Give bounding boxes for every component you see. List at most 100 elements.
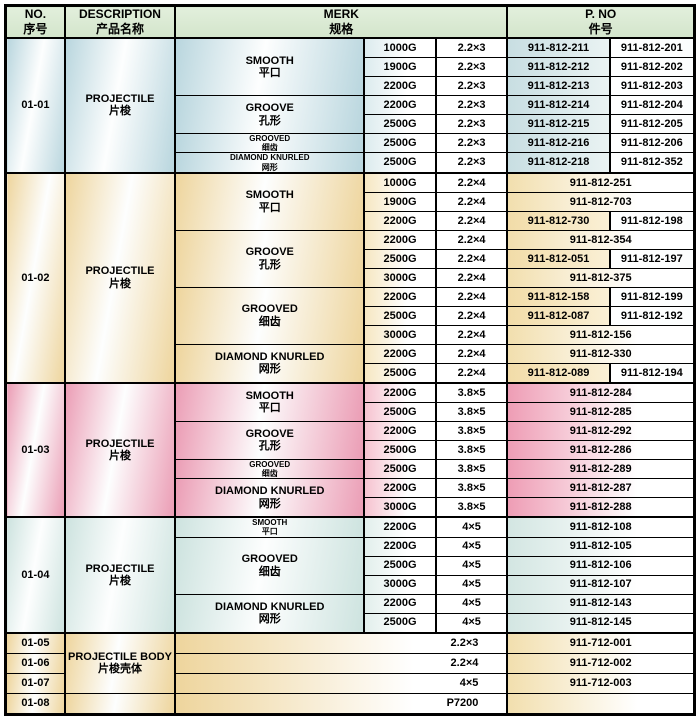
weight-cell: 2200G [363, 210, 437, 231]
part-no-cell: 911-812-145 [506, 612, 696, 633]
part-no-cell: 911-812-156 [506, 324, 696, 345]
size-cell: 2.2×4 [434, 248, 509, 269]
merk-type-cell: DIAMOND KNURLED 网形 [174, 478, 366, 518]
size-cell: 2.2×4 [434, 286, 509, 307]
merk-type-cell: GROOVE 孔形 [174, 229, 366, 288]
weight-cell: 1900G [363, 191, 437, 212]
section-01-01: 01-01 PROJECTILE 片梭 SMOOTH 平口 1000G 2.2×3 911-8… [4, 37, 696, 174]
label-en: SMOOTH [252, 518, 288, 528]
size-cell: 2.2×4 [434, 362, 509, 384]
part-no-cell: 911-812-105 [506, 536, 696, 557]
label-en: GROOVE [245, 102, 294, 115]
weight-cell: 2200G [363, 382, 437, 403]
part-no-cell: 911-812-204 [608, 95, 696, 115]
label-zh: 孔形 [258, 440, 281, 453]
label-zh: 细齿 [258, 565, 281, 578]
weight-cell: 2200G [363, 593, 437, 614]
size-cell: 4×5 [434, 574, 509, 595]
col-header-pno-zh: 件号 [588, 22, 613, 36]
part-no-cell: 911-812-286 [506, 439, 696, 460]
label-en: PROJECTILE [85, 562, 155, 575]
part-no-cell: 911-812-198 [608, 210, 696, 231]
weight-cell: 2200G [363, 229, 437, 250]
table-row: 01-01 PROJECTILE 片梭 SMOOTH 平口 1000G 2.2×3 911-8… [4, 37, 696, 174]
table-row: GROOVE 孔形 2200G 2.2×3 911-812-214 911-812-204 [6, 95, 696, 134]
parts-catalog-table: NO. 序号 DESCRIPTION 产品名称 MERK 规格 P. NO 件号… [4, 4, 696, 716]
merk-type-cell: GROOVED 细齿 [174, 132, 366, 154]
table-row: GROOVED 细齿 2200G 4×5 911-812-105 [6, 536, 696, 595]
table-row: 01-04 PROJECTILE 片梭 SMOOTH 平口 2200G 4×5 911-812… [4, 516, 696, 634]
part-no-cell: 911-812-206 [608, 132, 696, 154]
table-row: 2500G 2.2×4 911-812-087 911-812-192 [6, 305, 696, 326]
part-no-cell: 911-812-211 [506, 37, 611, 58]
description-cell: PROJECTILE 片梭 [63, 516, 177, 634]
table-row: 3000G 2.2×4 911-812-375 [6, 267, 696, 288]
table-row: 01-03 PROJECTILE 片梭 SMOOTH 平口 2200G 3.8×5 911-8… [4, 382, 696, 518]
part-no-cell: 911-812-201 [608, 37, 696, 58]
part-no-cell: 911-812-197 [608, 248, 696, 269]
table-row: GROOVE 孔形 2200G 2.2×4 911-812-354 [6, 229, 696, 288]
size-cell: 3.8×5 [434, 497, 509, 518]
header-row: NO. 序号 DESCRIPTION 产品名称 MERK 规格 P. NO 件号 [4, 5, 696, 39]
table-row: DIAMOND KNURLED 网形 2200G 4×5 911-812-143 [6, 593, 696, 633]
weight-cell: 1900G [363, 57, 437, 77]
weight-cell: 3000G [363, 497, 437, 518]
size-cell: 4×5 [434, 516, 509, 538]
table-row: DIAMOND KNURLED 网形 2200G 2.2×4 911-812-330 [6, 343, 696, 384]
size-cell: 2.2×4 [434, 191, 509, 212]
weight-cell: 2500G [363, 305, 437, 326]
label-en: GROOVE [245, 246, 294, 259]
part-no-cell: 911-712-002 [506, 652, 696, 674]
table-header: NO. 序号 DESCRIPTION 产品名称 MERK 规格 P. NO 件号 [4, 5, 696, 39]
size-cell: 2.2×4 [434, 343, 509, 364]
table-row: 2500G 4×5 911-812-145 [6, 612, 696, 633]
label-zh: 片梭 [108, 105, 131, 118]
part-no-cell: 911-812-216 [506, 132, 611, 154]
label-zh: 细齿 [261, 468, 278, 478]
part-no-cell: 911-812-214 [506, 95, 611, 115]
description-cell: PROJECTILE 片梭 [63, 382, 177, 518]
part-no-cell: 911-812-051 [506, 248, 611, 269]
size-cell: 3.8×5 [434, 401, 509, 422]
table-row: 3000G 3.8×5 911-812-288 [6, 497, 696, 518]
weight-cell: 2500G [363, 555, 437, 576]
part-no-cell: 911-812-106 [506, 555, 696, 576]
size-cell: 3.8×5 [434, 478, 509, 499]
merk-cell: 2.2×4 [174, 652, 509, 674]
size-cell: 4×5 [434, 612, 509, 633]
part-no-cell [506, 692, 696, 715]
part-no-cell: 911-812-107 [506, 574, 696, 595]
part-no-cell: 911-812-251 [506, 172, 696, 193]
merk-type-cell: GROOVE 孔形 [174, 95, 366, 134]
section-01-02: 01-02 PROJECTILE 片梭 SMOOTH 平口 1000G 2.2×4 911-8… [4, 172, 696, 384]
label-zh: 细齿 [258, 315, 281, 328]
weight-cell: 2500G [363, 132, 437, 154]
size-cell: 4×5 [434, 536, 509, 557]
label-en: GROOVED [249, 134, 291, 143]
label-zh: 片梭 [108, 277, 131, 290]
label-zh: 网形 [258, 613, 281, 625]
label-en: DIAMOND KNURLED [215, 485, 325, 498]
size-cell: 3.8×5 [434, 382, 509, 403]
part-no-cell: 911-812-199 [608, 286, 696, 307]
label-zh: 网形 [258, 363, 281, 376]
col-header-description: DESCRIPTION 产品名称 [63, 5, 177, 39]
size-cell: 2.2×3 [434, 152, 509, 174]
label-en: PROJECTILE [85, 437, 155, 450]
col-header-merk-en: MERK [323, 7, 359, 21]
size-cell: 3.8×5 [434, 458, 509, 480]
merk-type-cell: DIAMOND KNURLED 网形 [174, 343, 366, 384]
merk-type-cell: GROOVED 细齿 [174, 286, 366, 345]
size-cell: 3.8×5 [434, 439, 509, 460]
col-header-merk: MERK 规格 [174, 5, 509, 39]
weight-cell: 2500G [363, 439, 437, 460]
table-row: 2500G 3.8×5 911-812-285 [6, 401, 696, 422]
part-no-cell: 911-812-108 [506, 516, 696, 538]
label-en: DIAMOND KNURLED [229, 153, 310, 163]
table-row: GROOVED 细齿 2500G 2.2×3 911-812-216 911-812-20… [6, 132, 696, 154]
part-no-cell: 911-812-288 [506, 497, 696, 518]
size-cell: 2.2×3 [434, 132, 509, 154]
label-zh: 平口 [258, 402, 281, 415]
merk-type-cell: DIAMOND KNURLED 网形 [174, 593, 366, 633]
part-no-cell: 911-812-192 [608, 305, 696, 326]
